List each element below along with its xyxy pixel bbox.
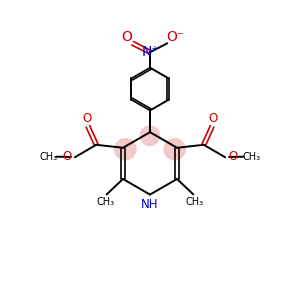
- Text: O: O: [121, 30, 132, 44]
- Text: O⁻: O⁻: [166, 30, 184, 44]
- Text: N⁺: N⁺: [141, 45, 159, 59]
- Text: NH: NH: [141, 198, 159, 211]
- Text: O: O: [83, 112, 92, 124]
- Text: CH₃: CH₃: [243, 152, 261, 162]
- Text: O: O: [229, 150, 238, 163]
- Circle shape: [114, 138, 136, 160]
- Text: CH₃: CH₃: [186, 197, 204, 208]
- Text: CH₃: CH₃: [96, 197, 114, 208]
- Text: CH₃: CH₃: [39, 152, 57, 162]
- Circle shape: [140, 125, 160, 146]
- Text: O: O: [62, 150, 71, 163]
- Text: O: O: [208, 112, 217, 124]
- Circle shape: [164, 138, 186, 160]
